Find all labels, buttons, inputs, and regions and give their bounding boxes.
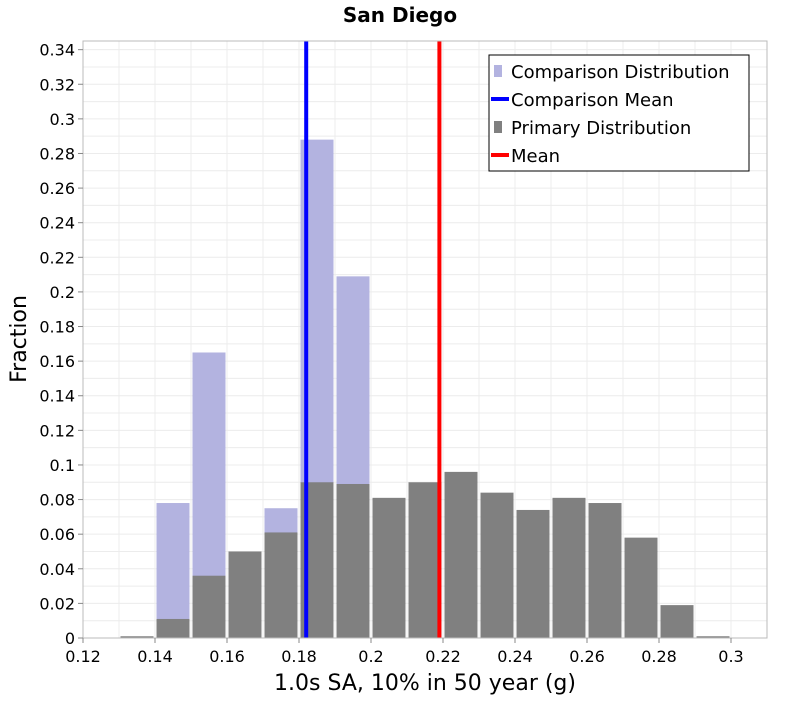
y-tick-label: 0.2 xyxy=(50,283,75,302)
legend-swatch xyxy=(494,65,502,77)
plot-frame xyxy=(82,40,768,639)
y-tick-label: 0 xyxy=(65,629,75,648)
chart-title: San Diego xyxy=(343,3,457,27)
y-tick-label: 0.02 xyxy=(39,594,75,613)
primary-bar xyxy=(444,471,478,638)
primary-bar xyxy=(588,503,622,638)
y-tick-label: 0.06 xyxy=(39,525,75,544)
legend-label: Mean xyxy=(511,146,560,167)
primary-bar xyxy=(192,575,226,638)
primary-bar xyxy=(516,509,550,638)
y-tick-label: 0.26 xyxy=(39,179,75,198)
primary-bar xyxy=(480,492,514,638)
y-tick-label: 0.16 xyxy=(39,352,75,371)
legend-label: Comparison Distribution xyxy=(511,62,730,83)
primary-bar xyxy=(336,483,370,638)
y-tick-label: 0.1 xyxy=(50,456,75,475)
legend-label: Primary Distribution xyxy=(511,118,691,139)
legend-label: Comparison Mean xyxy=(511,90,674,111)
legend-swatch xyxy=(494,121,502,133)
x-tick-label: 0.28 xyxy=(641,647,677,666)
x-tick-label: 0.24 xyxy=(497,647,533,666)
y-tick-label: 0.08 xyxy=(39,491,75,510)
primary-bar xyxy=(408,482,442,638)
mean-lines xyxy=(304,41,442,638)
primary-bar xyxy=(696,636,730,638)
y-tick-label: 0.28 xyxy=(39,144,75,163)
x-tick-label: 0.18 xyxy=(281,647,317,666)
primary-bar xyxy=(156,618,190,638)
x-tick-label: 0.12 xyxy=(65,647,101,666)
y-tick-label: 0.3 xyxy=(50,110,75,129)
legend: Comparison Distribution Comparison Mean Pr… xyxy=(488,54,750,172)
y-tick-label: 0.18 xyxy=(39,318,75,337)
y-tick-label: 0.24 xyxy=(39,214,75,233)
legend-box xyxy=(488,54,750,172)
primary-bar xyxy=(552,497,586,638)
x-tick-label: 0.22 xyxy=(425,647,461,666)
comparison-bar xyxy=(156,503,190,638)
primary-bar xyxy=(264,532,298,638)
x-tick-label: 0.2 xyxy=(358,647,383,666)
x-tick-label: 0.16 xyxy=(209,647,245,666)
y-tick-label: 0.04 xyxy=(39,560,75,579)
primary-bar xyxy=(660,605,694,638)
x-axis-title: 1.0s SA, 10% in 50 year (g) xyxy=(274,671,576,696)
primary-bar xyxy=(624,537,658,638)
y-tick-label: 0.32 xyxy=(39,75,75,94)
x-tick-label: 0.3 xyxy=(718,647,743,666)
axes: 0.12 0.14 0.16 0.18 0.2 0.22 0.24 0.26 0.28 0.300… xyxy=(39,41,743,666)
x-tick-label: 0.26 xyxy=(569,647,605,666)
y-tick-label: 0.12 xyxy=(39,421,75,440)
y-tick-label: 0.14 xyxy=(39,387,75,406)
y-axis-title: Fraction xyxy=(7,295,32,383)
y-tick-label: 0.34 xyxy=(39,41,75,60)
y-tick-label: 0.22 xyxy=(39,248,75,267)
x-tick-label: 0.14 xyxy=(137,647,173,666)
primary-bar xyxy=(228,551,262,638)
primary-bar xyxy=(120,636,154,638)
primary-bar xyxy=(372,497,406,638)
